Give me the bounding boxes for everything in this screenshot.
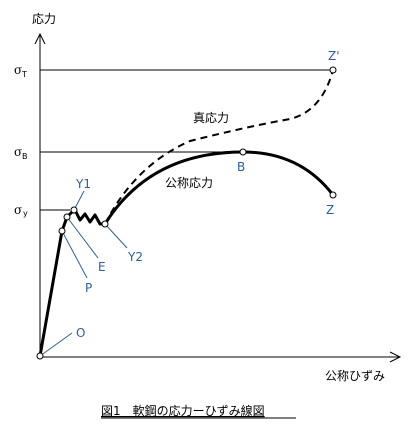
point-z-prime-marker [329,66,337,74]
svg-text:σ: σ [14,63,22,77]
point-o-label: O [76,326,85,340]
leader-y2 [104,223,128,249]
figure-caption: 図1 軟鋼の応力ーひずみ線図 [101,403,265,418]
nominal-stress-label: 公称応力 [165,176,213,190]
y-axis-arrow [34,32,46,45]
svg-text:σ: σ [14,203,22,217]
leader-o [39,332,73,357]
point-z-label: Z [326,203,334,217]
svg-text:y: y [23,209,28,218]
point-y2-label: Y2 [127,250,143,264]
point-z-marker [329,191,337,199]
nominal-stress-curve [38,150,335,358]
svg-text:σ: σ [14,145,22,159]
true-stress-curve [104,69,334,225]
leader-p [61,230,88,279]
true-stress-label: 真応力 [193,111,229,125]
x-axis-arrow [389,351,402,363]
point-e-label: E [98,260,106,274]
point-p-marker [58,227,66,235]
point-b-label: B [237,160,245,174]
point-e-marker [63,213,71,221]
svg-text:B: B [22,152,28,161]
leader-e [66,216,99,259]
point-z-prime-label: Z' [328,49,340,63]
point-o-marker [36,352,44,360]
point-p-label: P [85,281,92,295]
point-y2-marker [101,220,109,228]
point-y1-label: Y1 [75,177,91,191]
svg-text:T: T [21,70,27,79]
point-y1-marker [70,206,78,214]
point-b-marker [239,148,247,156]
sigma-y-label: σ y [14,203,28,218]
sigma-t-label: σ T [14,63,27,79]
leader-y1 [73,190,85,211]
x-axis-label: 公称ひずみ [325,369,385,383]
sigma-b-label: σ B [14,145,28,161]
y-axis-label: 応力 [32,12,56,26]
